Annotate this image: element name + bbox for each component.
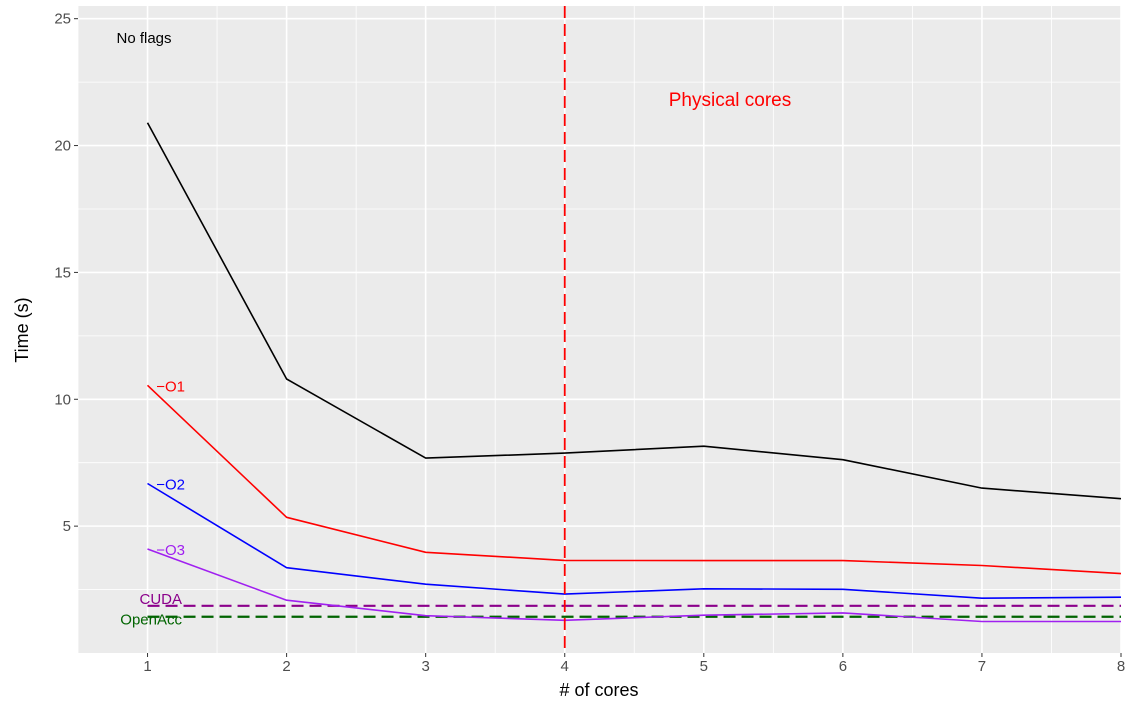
label-series-3: −O3: [156, 542, 185, 559]
x-tick-label: 6: [839, 658, 847, 675]
label-series-2: −O2: [156, 477, 185, 494]
x-tick-label: 7: [978, 658, 986, 675]
x-tick-label: 8: [1117, 658, 1125, 675]
x-tick-label: 4: [561, 658, 569, 675]
series-labels: No flags −O1 −O2 −O3 CUDA OpenAcc Physical cor…: [116, 30, 791, 629]
series-line-0: [146, 122, 1122, 500]
y-tick-label: 25: [54, 11, 71, 28]
panel-background: [78, 6, 1121, 653]
x-tick-label: 3: [421, 658, 429, 675]
series-line-3: [147, 548, 1121, 623]
label-series-1: −O1: [156, 378, 185, 395]
x-axis-title: # of cores: [559, 680, 638, 700]
series-line-2: [147, 482, 1122, 600]
x-tick-label: 5: [700, 658, 708, 675]
grid-major: [78, 6, 1122, 653]
grid-minor: [77, 6, 1121, 653]
x-axis-ticks: 1 2 3 4 5 6 7 8: [143, 653, 1125, 675]
label-no-flags: No flags: [116, 30, 171, 47]
y-tick-label: 15: [54, 264, 71, 281]
y-tick-label: 5: [63, 518, 71, 535]
reference-lines: [147, 604, 1121, 618]
series-lines: [146, 122, 1122, 623]
label-openacc: OpenAcc: [120, 612, 182, 629]
y-tick-label: 10: [54, 391, 71, 408]
y-axis-ticks: 5 10 15 20 25: [54, 11, 78, 535]
y-axis-title: Time (s): [12, 297, 32, 362]
y-tick-label: 20: [54, 138, 71, 155]
series-line-1: [146, 384, 1122, 575]
x-tick-label: 2: [282, 658, 290, 675]
label-physical-cores: Physical cores: [669, 90, 792, 111]
x-tick-label: 1: [143, 658, 151, 675]
label-cuda: CUDA: [139, 591, 182, 608]
